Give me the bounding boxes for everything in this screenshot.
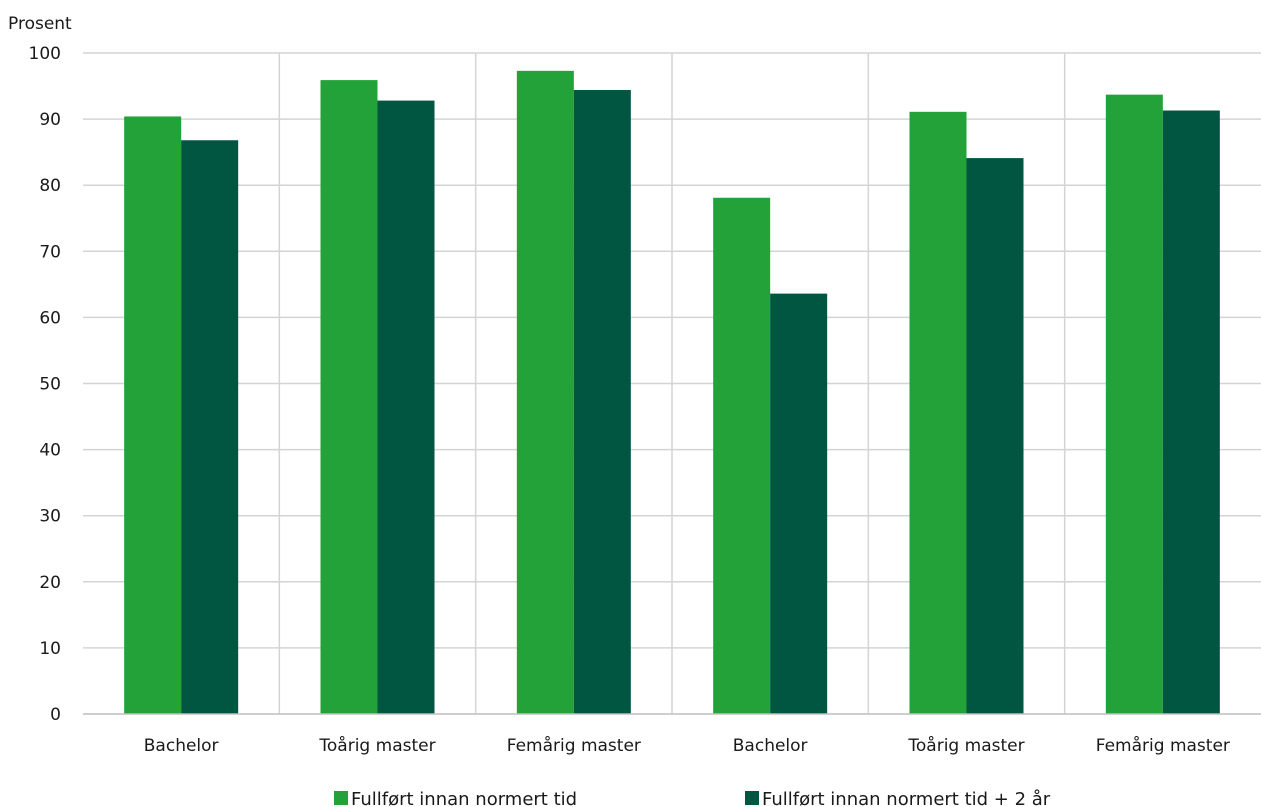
y-tick-label: 60 [39,308,61,328]
x-tick-label: Toårig master [907,735,1024,756]
y-tick-label: 30 [39,507,61,527]
grid [83,52,1261,714]
y-tick-label: 100 [29,44,61,64]
x-tick-label: Femårig master [507,735,641,756]
bar [320,80,378,714]
bar [377,100,435,715]
y-tick-label: 80 [39,176,61,196]
y-tick-label: 50 [39,375,61,395]
bar [516,70,574,715]
bar [770,293,828,714]
bar [573,90,631,715]
x-tick-label: Bachelor [733,736,808,756]
y-tick-label: 70 [39,242,61,262]
axes: 0 10 20 30 40 50 60 70 80 90 100 Bachelor Toårig mas… [29,44,1261,756]
y-tick-label: 20 [39,573,61,593]
bar [1105,94,1163,714]
y-tick-label: 40 [39,441,61,461]
bar [713,197,771,714]
bars [124,70,1220,715]
y-axis-title: Prosent [8,14,72,34]
legend: Fullført innan normert tid Fullført innan… [334,789,1051,807]
legend-swatch [334,791,348,805]
y-tick-label: 90 [39,110,61,130]
legend-swatch [745,791,759,805]
legend-label: Fullført innan normert tid + 2 år [762,789,1051,807]
bar [966,158,1024,714]
y-tick-label: 0 [50,705,61,725]
bar [909,111,967,715]
legend-label: Fullført innan normert tid [351,789,577,807]
bar [1162,110,1220,714]
x-tick-label: Femårig master [1096,735,1230,756]
x-tick-label: Toårig master [318,735,435,756]
bar [181,140,239,714]
y-tick-label: 10 [39,639,61,659]
x-tick-label: Bachelor [144,736,219,756]
bar [124,116,182,715]
